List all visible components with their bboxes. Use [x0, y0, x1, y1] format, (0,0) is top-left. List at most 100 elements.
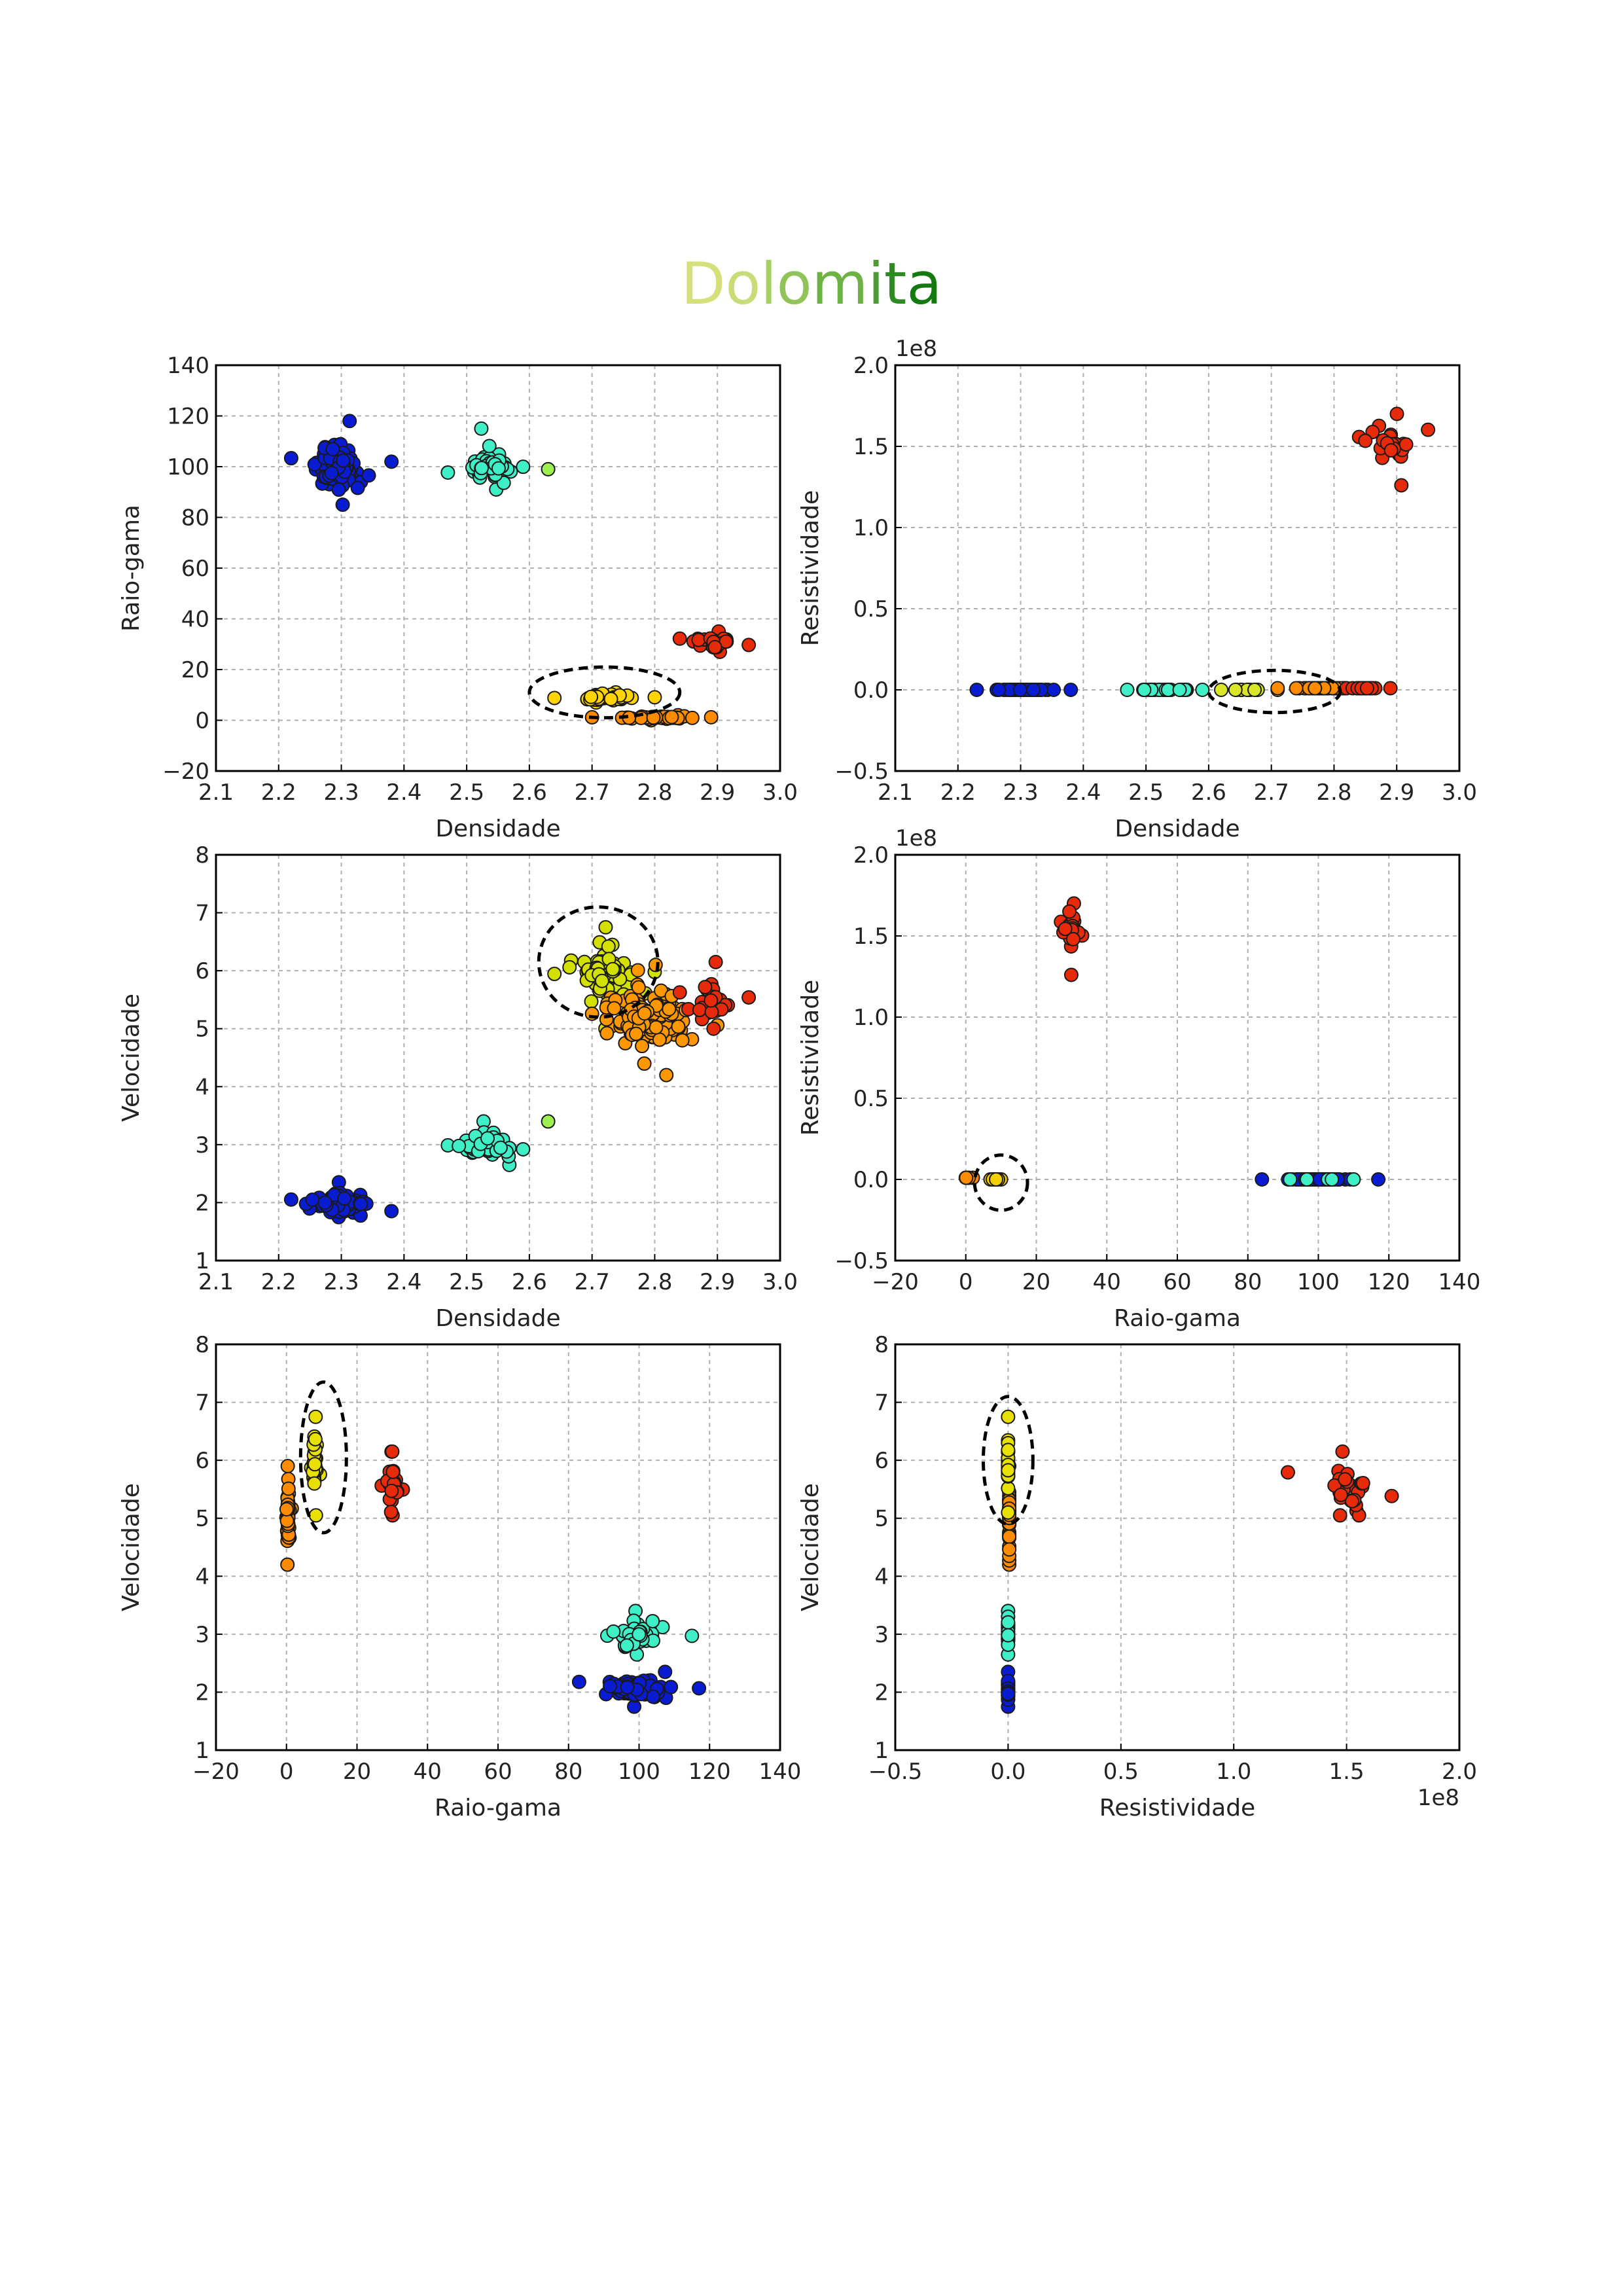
x-tick-label: 3.0: [762, 1269, 798, 1295]
data-point: [584, 689, 599, 704]
data-point: [541, 1114, 556, 1129]
data-point: [283, 1192, 298, 1207]
data-point: [599, 1026, 615, 1041]
data-point: [606, 1624, 621, 1639]
data-point: [336, 453, 351, 468]
data-point: [620, 1679, 635, 1695]
data-point: [632, 1627, 647, 1642]
data-point: [1384, 1488, 1399, 1503]
x-tick-label: 2.5: [1128, 780, 1164, 806]
x-tick-label: 1.5: [1329, 1759, 1364, 1785]
x-tick-label: 2.4: [386, 780, 421, 806]
x-tick-label: 2.8: [637, 1269, 672, 1295]
x-tick-label: 100: [618, 1759, 660, 1785]
y-tick-label: 4: [874, 1564, 889, 1590]
data-point: [281, 1481, 296, 1496]
x-tick-label: 2.1: [198, 1269, 234, 1295]
axis-exponent: 1e8: [1418, 1785, 1459, 1811]
data-point: [1001, 1615, 1016, 1630]
y-tick-label: 0: [195, 708, 209, 734]
x-tick-label: 0.5: [1103, 1759, 1139, 1785]
title-letter: l: [760, 250, 777, 317]
x-tick-label: 2.8: [637, 780, 672, 806]
title-letter: a: [906, 250, 942, 317]
data-point: [630, 963, 645, 978]
data-point: [692, 1681, 707, 1696]
y-tick-label: 7: [195, 901, 209, 927]
data-point: [672, 985, 687, 1000]
data-point: [637, 1006, 652, 1021]
data-point: [305, 1193, 320, 1208]
y-tick-label: 60: [181, 556, 209, 582]
y-tick-label: 2.0: [853, 353, 889, 379]
data-point: [741, 637, 757, 653]
y-axis-label: Velocidade: [118, 994, 145, 1122]
y-tick-label: 80: [181, 505, 209, 531]
data-point: [1026, 683, 1041, 697]
x-tick-label: −20: [872, 1269, 919, 1295]
y-tick-label: −0.5: [834, 759, 889, 785]
data-point: [480, 1131, 495, 1146]
data-point: [698, 980, 713, 995]
data-point: [1002, 1529, 1017, 1544]
y-tick-label: 2: [195, 1190, 209, 1216]
data-point: [571, 1674, 586, 1689]
y-tick-label: 20: [181, 657, 209, 683]
data-point: [1332, 1508, 1347, 1523]
y-tick-label: 7: [874, 1390, 889, 1416]
plot-frame: [215, 364, 781, 772]
x-tick-label: 2.6: [1191, 780, 1226, 806]
x-axis-label: Densidade: [435, 816, 560, 842]
y-tick-label: 140: [167, 353, 209, 379]
data-point: [664, 709, 679, 725]
y-tick-label: 5: [195, 1506, 209, 1532]
data-point: [1002, 1542, 1017, 1557]
data-point: [1355, 1475, 1370, 1490]
data-point: [385, 1444, 400, 1459]
plot-dens-vel: 2.1 2.2 2.3 2.4 2.5 2.6 2.7 2.8 2.9 3.0 1 2 3 4 5 6 7 8 De…: [118, 842, 798, 1332]
plot-rg-res: −20 0 20 40 60 80 100 120 140 −0.5 0.0 0.5 1.0 1.5 2.0…: [797, 825, 1480, 1332]
x-axis-label: Densidade: [1115, 816, 1240, 842]
plot-rg-vel: −20 0 20 40 60 80 100 120 140 1 2 3 4 5 6 7 8 Raio-gama Ve…: [118, 1332, 801, 1821]
data-point: [283, 451, 298, 466]
data-point: [692, 1003, 707, 1018]
data-point: [635, 1039, 650, 1054]
axis-exponent: 1e8: [895, 336, 937, 362]
data-point: [647, 690, 662, 705]
y-tick-label: 1: [195, 1738, 209, 1764]
y-tick-label: 1.0: [853, 1005, 889, 1031]
data-point: [594, 973, 609, 988]
y-tick-label: 6: [195, 1448, 209, 1474]
x-tick-label: 0: [959, 1269, 973, 1295]
data-point: [547, 691, 562, 706]
x-tick-label: 100: [1297, 1269, 1340, 1295]
data-point: [959, 1170, 974, 1185]
x-tick-label: 2.3: [1003, 780, 1039, 806]
x-tick-label: 2.1: [198, 780, 234, 806]
x-axis-label: Resistividade: [1099, 1795, 1255, 1821]
data-point: [1325, 1172, 1340, 1187]
data-point: [1065, 931, 1080, 946]
highlight-ellipse: [972, 1153, 1029, 1212]
x-tick-label: 2.3: [324, 780, 359, 806]
plot-dens-res: 2.1 2.2 2.3 2.4 2.5 2.6 2.7 2.8 2.9 3.0 −0.5 0.0 0.5…: [797, 336, 1477, 842]
y-axis-label: Resistividade: [797, 980, 824, 1136]
data-point: [741, 990, 757, 1005]
y-tick-label: 1: [874, 1738, 889, 1764]
y-tick-label: 0.0: [853, 677, 889, 704]
y-tick-label: 2.0: [853, 842, 889, 869]
y-tick-label: 40: [181, 607, 209, 633]
data-point: [1120, 683, 1135, 697]
x-tick-label: 2.6: [512, 780, 547, 806]
data-point: [1214, 683, 1229, 697]
y-axis-label: Velocidade: [118, 1483, 145, 1611]
data-point: [706, 1021, 721, 1036]
data-point: [991, 683, 1007, 697]
data-point: [1001, 1686, 1016, 1701]
x-tick-label: 2.6: [512, 1269, 547, 1295]
data-point: [440, 465, 455, 480]
y-tick-label: −0.5: [834, 1248, 889, 1274]
y-tick-label: 2: [874, 1679, 889, 1706]
data-point: [1389, 406, 1404, 422]
